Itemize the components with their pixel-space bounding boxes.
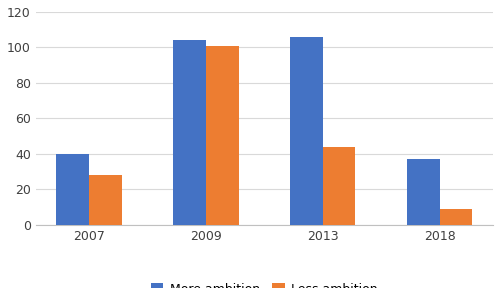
Bar bbox=[206, 46, 238, 225]
Bar bbox=[323, 147, 356, 225]
Bar bbox=[174, 40, 206, 225]
Bar bbox=[440, 209, 472, 225]
Bar bbox=[290, 37, 323, 225]
Bar bbox=[56, 154, 89, 225]
Legend: More ambition, Less ambition: More ambition, Less ambition bbox=[146, 278, 382, 288]
Bar bbox=[407, 159, 440, 225]
Bar bbox=[89, 175, 122, 225]
